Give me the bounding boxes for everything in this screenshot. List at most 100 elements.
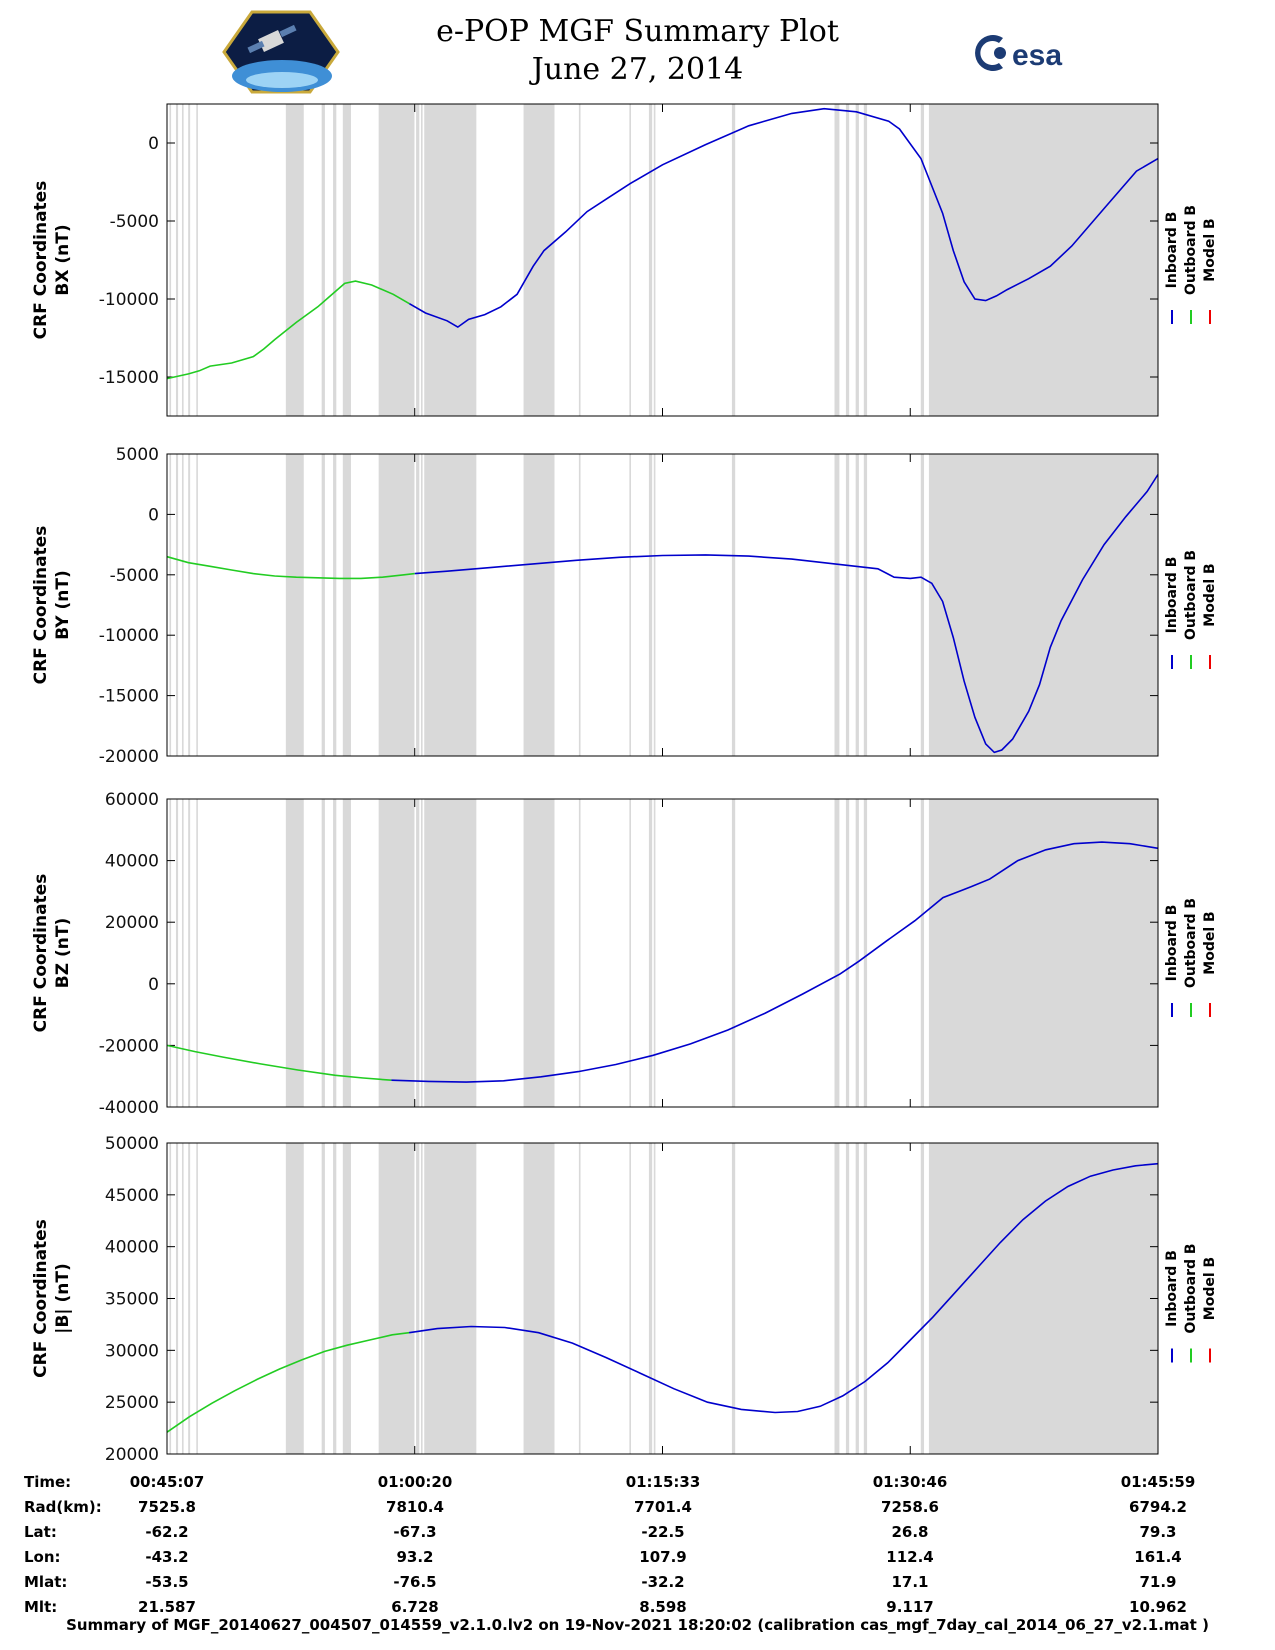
shade-band bbox=[928, 454, 1158, 756]
ephemeris-value: 7810.4 bbox=[386, 1498, 444, 1516]
y-axis-label-line: |B| (nT) bbox=[53, 1263, 73, 1334]
shade-band bbox=[188, 1143, 191, 1454]
epop-mission-logo bbox=[222, 10, 340, 94]
y-tick-label: 0 bbox=[148, 505, 159, 525]
legend-label: Inboard B bbox=[1164, 212, 1180, 289]
y-tick-label: -15000 bbox=[99, 368, 159, 388]
ephemeris-value: -22.5 bbox=[641, 1523, 684, 1541]
shade-band bbox=[342, 104, 351, 416]
y-axis-label-line: CRF Coordinates bbox=[31, 181, 51, 340]
shade-band bbox=[424, 1143, 477, 1454]
y-axis-label: CRF Coordinates |B| (nT) bbox=[31, 1219, 73, 1378]
outboard-b-line bbox=[166, 1331, 410, 1433]
outboard-b-line bbox=[166, 280, 410, 380]
shade-band bbox=[648, 799, 653, 1107]
plot-date: June 27, 2014 bbox=[531, 52, 744, 87]
shade-band bbox=[188, 104, 191, 416]
shade-band bbox=[321, 454, 325, 756]
y-axis-label: CRF Coordinates BX (nT) bbox=[31, 181, 73, 340]
y-axis-label-line: CRF Coordinates bbox=[31, 874, 51, 1033]
ephemeris-value: 6.728 bbox=[391, 1598, 438, 1616]
y-tick-label: -5000 bbox=[110, 566, 159, 586]
esa-logo-text: esa bbox=[1012, 39, 1062, 72]
shade-band bbox=[285, 454, 304, 756]
ephemeris-row-label: Rad(km): bbox=[24, 1498, 102, 1516]
y-tick-label: -20000 bbox=[99, 1036, 159, 1056]
shade-band bbox=[928, 1143, 1158, 1454]
ephemeris-value: 7701.4 bbox=[634, 1498, 692, 1516]
shade-band bbox=[416, 454, 420, 756]
shade-band bbox=[629, 104, 631, 416]
shade-band bbox=[648, 454, 653, 756]
shade-band bbox=[169, 454, 172, 756]
y-tick-label: 50000 bbox=[105, 1134, 159, 1154]
y-tick-label: -10000 bbox=[99, 626, 159, 646]
shade-band bbox=[629, 1143, 631, 1454]
shade-band bbox=[855, 104, 859, 416]
shade-band bbox=[424, 799, 477, 1107]
shade-band bbox=[578, 104, 581, 416]
inboard-b-line bbox=[391, 841, 1159, 1083]
legend-label: Outboard B bbox=[1183, 550, 1199, 640]
shade-band bbox=[731, 104, 736, 416]
ephemeris-row-label: Lat: bbox=[24, 1523, 57, 1541]
ephemeris-row-label: Lon: bbox=[24, 1548, 61, 1566]
shade-band bbox=[181, 104, 184, 416]
shade-band bbox=[629, 454, 631, 756]
axes-frame bbox=[166, 1142, 1159, 1455]
shade-band bbox=[424, 454, 477, 756]
ephemeris-value: 01:45:59 bbox=[1121, 1473, 1196, 1491]
shade-band bbox=[578, 454, 581, 756]
shade-band bbox=[420, 799, 423, 1107]
shade-band bbox=[578, 1143, 581, 1454]
inboard-b-line bbox=[408, 1162, 1159, 1414]
shade-band bbox=[196, 454, 198, 756]
shade-band bbox=[855, 1143, 859, 1454]
ephemeris-value: -53.5 bbox=[145, 1573, 188, 1591]
shade-band bbox=[578, 799, 581, 1107]
outboard-b-line bbox=[166, 1044, 392, 1081]
legend-label: Model B bbox=[1202, 563, 1218, 626]
ephemeris-row-label: Mlat: bbox=[24, 1573, 67, 1591]
shade-band bbox=[333, 1143, 337, 1454]
shade-band bbox=[342, 799, 351, 1107]
shade-band bbox=[523, 1143, 555, 1454]
shade-band bbox=[845, 799, 850, 1107]
legend-label: Model B bbox=[1202, 911, 1218, 974]
shade-band bbox=[653, 454, 656, 756]
ephemeris-value: 7525.8 bbox=[138, 1498, 196, 1516]
shade-band bbox=[285, 1143, 304, 1454]
y-tick-label: 0 bbox=[148, 134, 159, 154]
y-tick-label: 45000 bbox=[105, 1186, 159, 1206]
ephemeris-value: 01:15:33 bbox=[626, 1473, 701, 1491]
shade-band bbox=[416, 1143, 420, 1454]
legend-label: Inboard B bbox=[1164, 557, 1180, 634]
axes-frame bbox=[166, 103, 1159, 417]
ephemeris-value: 17.1 bbox=[891, 1573, 928, 1591]
legend: Inboard B Outboard B Model B bbox=[1164, 550, 1218, 669]
y-axis-label-line: BZ (nT) bbox=[53, 918, 73, 988]
ephemeris-value: 8.598 bbox=[639, 1598, 686, 1616]
shade-band bbox=[333, 799, 337, 1107]
legend: Inboard B Outboard B Model B bbox=[1164, 1243, 1218, 1363]
legend: Inboard B Outboard B Model B bbox=[1164, 205, 1218, 324]
shade-band bbox=[333, 104, 337, 416]
ephemeris-row-label: Mlt: bbox=[24, 1598, 57, 1616]
shade-band bbox=[855, 454, 859, 756]
shade-band bbox=[653, 104, 656, 416]
shade-band bbox=[920, 454, 925, 756]
shade-band bbox=[181, 1143, 184, 1454]
shade-band bbox=[855, 799, 859, 1107]
y-tick-label: -5000 bbox=[110, 212, 159, 232]
y-tick-label: 35000 bbox=[105, 1290, 159, 1310]
shade-band bbox=[523, 454, 555, 756]
y-tick-label: -15000 bbox=[99, 687, 159, 707]
shade-band bbox=[342, 454, 351, 756]
y-tick-label: -40000 bbox=[99, 1098, 159, 1118]
ephemeris-value: 112.4 bbox=[886, 1548, 933, 1566]
shade-band bbox=[416, 104, 420, 416]
plot-title: e-POP MGF Summary Plot bbox=[436, 14, 839, 49]
y-axis-label-line: BY (nT) bbox=[53, 570, 73, 640]
ephemeris-value: 79.3 bbox=[1139, 1523, 1176, 1541]
shade-band bbox=[175, 1143, 179, 1454]
